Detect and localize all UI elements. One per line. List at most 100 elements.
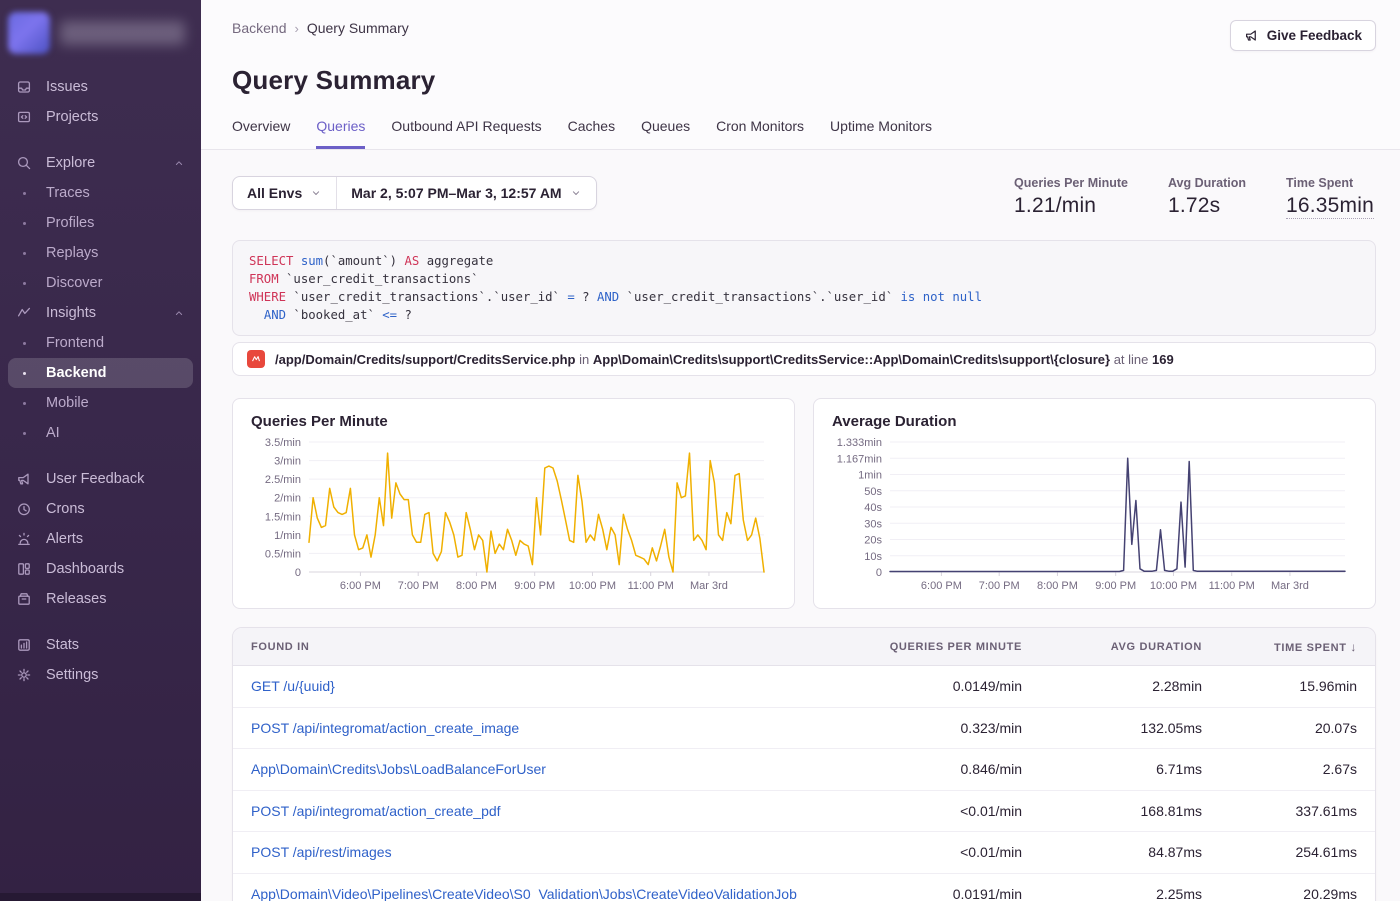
give-feedback-button[interactable]: Give Feedback [1229, 20, 1376, 51]
qpm-cell: 0.0149/min [952, 678, 1022, 695]
tab-uptime-monitors[interactable]: Uptime Monitors [830, 118, 932, 134]
sidebar-item-stats[interactable]: Stats [8, 630, 193, 660]
sidebar-section-insights[interactable]: Insights [8, 298, 193, 328]
column-header-avg-duration[interactable]: Avg Duration [1110, 640, 1202, 653]
avg-duration-cell: 6.71ms [1156, 761, 1202, 778]
sidebar-item-profiles[interactable]: Profiles [8, 208, 193, 238]
svg-text:3/min: 3/min [274, 456, 301, 468]
sidebar-item-releases[interactable]: Releases [8, 584, 193, 614]
sidebar-item-label: Crons [46, 501, 85, 517]
column-header-time-spent[interactable]: Time Spent ↓ [1274, 639, 1357, 654]
source-in-label: in [579, 351, 590, 367]
found-in-link[interactable]: POST /api/rest/images [251, 844, 392, 861]
table-row: GET /u/{uuid} 0.0149/min 2.28min 15.96mi… [233, 666, 1375, 708]
tab-cron-monitors[interactable]: Cron Monitors [716, 118, 805, 134]
sidebar-item-backend[interactable]: Backend [8, 358, 193, 388]
sidebar-item-label: Stats [46, 637, 80, 653]
found-in-link[interactable]: POST /api/integromat/action_create_image [251, 719, 520, 736]
bullet-icon [16, 401, 32, 405]
dashboards-icon [16, 561, 32, 577]
time-spent-cell: 2.67s [1322, 761, 1357, 778]
projects-icon [16, 109, 32, 125]
sql-query-block: SELECT sum(`amount`) AS aggregate FROM `… [232, 240, 1376, 336]
svg-text:7:00 PM: 7:00 PM [979, 580, 1020, 592]
sidebar-item-mobile[interactable]: Mobile [8, 388, 193, 418]
sidebar-item-traces[interactable]: Traces [8, 178, 193, 208]
svg-text:1min: 1min [858, 470, 882, 482]
found-in-link[interactable]: App\Domain\Video\Pipelines\CreateVideo\S… [251, 886, 797, 901]
table-row: POST /api/rest/images <0.01/min 84.87ms … [233, 832, 1375, 874]
sidebar-item-crons[interactable]: Crons [8, 494, 193, 524]
sidebar-item-user-feedback[interactable]: User Feedback [8, 464, 193, 494]
svg-text:Mar 3rd: Mar 3rd [1271, 580, 1309, 592]
svg-text:0: 0 [876, 567, 882, 579]
sidebar-item-replays[interactable]: Replays [8, 238, 193, 268]
page-title: Query Summary [232, 65, 436, 95]
sidebar-item-label: Projects [46, 109, 99, 125]
table-row: App\Domain\Credits\Jobs\LoadBalanceForUs… [233, 749, 1375, 791]
tab-overview[interactable]: Overview [232, 118, 291, 134]
queries-per-minute-chart-card: Queries Per Minute 0 0.5/min 1/min 1.5/min 2… [232, 398, 795, 609]
svg-text:2/min: 2/min [274, 493, 301, 505]
svg-text:10s: 10s [864, 551, 882, 563]
sidebar-bottom-strip [0, 893, 201, 901]
date-range-selector[interactable]: Mar 2, 5:07 PM–Mar 3, 12:57 AM [336, 177, 595, 209]
environment-value: All Envs [247, 185, 303, 201]
svg-text:3.5/min: 3.5/min [265, 437, 301, 449]
svg-text:7:00 PM: 7:00 PM [398, 580, 439, 592]
found-in-link[interactable]: POST /api/integromat/action_create_pdf [251, 802, 501, 819]
svg-text:Mar 3rd: Mar 3rd [690, 580, 728, 592]
sidebar-item-discover[interactable]: Discover [8, 268, 193, 298]
column-header-found-in[interactable]: Found In [251, 640, 310, 653]
svg-text:1/min: 1/min [274, 530, 301, 542]
svg-text:6:00 PM: 6:00 PM [340, 580, 381, 592]
qpm-cell: <0.01/min [960, 844, 1022, 861]
bullet-icon [16, 341, 32, 345]
queries-per-minute-chart[interactable]: 0 0.5/min 1/min 1.5/min 2/min 2.5/min 3/min 3.5… [247, 434, 780, 600]
tab-caches[interactable]: Caches [567, 118, 616, 134]
svg-text:50s: 50s [864, 486, 882, 498]
average-duration-chart[interactable]: 0 10s 20s 30s 40s 50s 1min 1.167min 1.333min 6:00… [828, 434, 1361, 600]
tab-queries[interactable]: Queries [316, 118, 366, 149]
sidebar-item-settings[interactable]: Settings [8, 660, 193, 690]
sidebar-item-label: Insights [46, 305, 96, 321]
chevron-up-icon[interactable] [173, 157, 185, 169]
sidebar-item-issues[interactable]: Issues [8, 72, 193, 102]
found-in-link[interactable]: GET /u/{uuid} [251, 678, 335, 695]
chevron-up-icon[interactable] [173, 307, 185, 319]
clock-icon [16, 501, 32, 517]
source-symbol: App\Domain\Credits\support\CreditsServic… [592, 351, 1111, 367]
sidebar-section-explore[interactable]: Explore [8, 148, 193, 178]
sidebar-item-ai[interactable]: AI [8, 418, 193, 448]
found-in-table: Found In Queries Per Minute Avg Duration… [232, 627, 1376, 901]
svg-text:11:00 PM: 11:00 PM [628, 580, 674, 592]
sidebar-item-dashboards[interactable]: Dashboards [8, 554, 193, 584]
sidebar-item-label: AI [46, 425, 60, 441]
column-header-queries-per-minute[interactable]: Queries Per Minute [889, 640, 1022, 653]
found-in-link[interactable]: App\Domain\Credits\Jobs\LoadBalanceForUs… [251, 761, 546, 778]
sidebar-item-label: User Feedback [46, 471, 145, 487]
svg-text:1.333min: 1.333min [837, 437, 882, 449]
megaphone-icon [1244, 28, 1259, 43]
svg-text:1.5/min: 1.5/min [265, 511, 301, 523]
tab-queues[interactable]: Queues [641, 118, 691, 134]
bullet-icon [16, 221, 32, 225]
tab-outbound-api-requests[interactable]: Outbound API Requests [391, 118, 542, 134]
avg-duration-cell: 84.87ms [1148, 844, 1202, 861]
breadcrumb-backend[interactable]: Backend [232, 20, 287, 36]
sidebar-item-alerts[interactable]: Alerts [8, 524, 193, 554]
bullet-icon [16, 371, 32, 375]
sidebar: Issues Projects Explore Traces Profiles … [0, 0, 201, 901]
sidebar-item-frontend[interactable]: Frontend [8, 328, 193, 358]
stat-queries-per-minute: Queries Per Minute 1.21/min [1014, 176, 1128, 218]
org-name-redacted [60, 21, 185, 45]
sidebar-item-label: Dashboards [46, 561, 125, 577]
org-switcher[interactable] [0, 0, 201, 72]
sidebar-item-projects[interactable]: Projects [8, 102, 193, 132]
environment-selector[interactable]: All Envs [233, 177, 336, 209]
page-header: Backend › Query Summary Give Feedback Qu… [201, 0, 1400, 150]
stat-label: Avg Duration [1167, 176, 1246, 190]
avg-duration-cell: 2.25ms [1156, 886, 1202, 901]
sidebar-item-label: Frontend [46, 335, 105, 351]
insights-icon [16, 305, 32, 321]
